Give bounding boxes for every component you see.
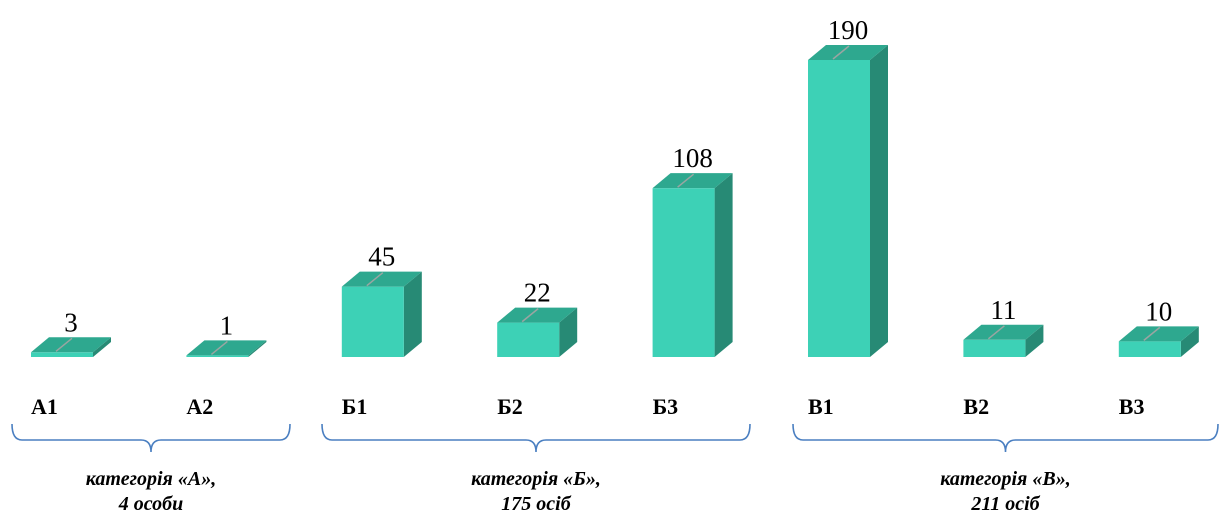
bar-Б1 [341,271,422,357]
bar-top-А2 [186,340,267,356]
bar-top-Б2 [497,307,578,323]
bar-side-Б2 [559,307,578,357]
bar-top-В2 [963,324,1044,340]
group-bracket-3 [792,423,1219,453]
bar-side-Б3 [714,173,733,357]
value-label-В2: 11 [990,295,1016,325]
bar-front-Б2 [497,322,560,357]
bar-А1 [31,337,111,357]
bar-top-Б3 [652,173,733,189]
bar-Б2 [497,307,578,357]
bar-front-В1 [808,60,870,357]
bar-side-В3 [1180,326,1199,357]
category-label-Б2: Б2 [497,394,523,419]
bar-leader-Б3 [677,173,695,188]
bar-В1 [808,45,888,357]
bar-В3 [1118,326,1199,357]
bars-layer [31,45,1199,357]
bar-leader-А2 [210,340,228,356]
group-bracket-1 [11,423,291,453]
group-bracket-2 [321,423,751,453]
bar-side-В2 [1025,324,1044,357]
bar-front-В3 [1118,341,1181,357]
bar-top-Б1 [341,271,422,287]
bar-Б3 [652,173,733,357]
bar-side-Б1 [403,271,422,357]
category-label-В3: В3 [1119,394,1145,419]
category-label-А1: А1 [31,394,58,419]
category-label-В2: В2 [963,394,989,419]
category-label-А2: А2 [186,394,213,419]
bar-leader-В3 [1143,326,1161,341]
value-labels-layer: 3 1 45 22 108 190 11 10 [64,15,1172,340]
bar-front-В2 [963,339,1026,357]
bar-top-А1 [31,337,111,353]
bar-leader-Б1 [366,272,384,287]
bar-В2 [963,324,1044,357]
bar-side-А1 [93,337,111,357]
value-label-Б1: 45 [368,242,395,272]
value-label-А2: 1 [220,310,234,340]
value-label-В1: 190 [828,15,869,45]
category-label-Б3: Б3 [653,394,679,419]
bar-leader-А1 [55,337,73,352]
category-label-В1: В1 [808,394,834,419]
group-label-line2-1: 4 особи [118,493,183,515]
category-label-Б1: Б1 [342,394,368,419]
bar-top-В1 [808,45,888,60]
bar-leader-В2 [987,325,1005,340]
bar-side-В1 [870,45,888,357]
category-labels-layer: А1 А2 Б1 Б2 Б3 В1 В2 В3 [31,394,1144,419]
group-brackets-layer [11,423,1219,453]
group-label-line1-1: категорія «А», [86,468,216,490]
bar-front-А2 [186,355,249,357]
bar-front-А1 [31,352,93,357]
bar-side-А2 [248,340,267,357]
bar-А2 [186,340,267,357]
group-label-line2-2: 175 осіб [501,493,571,515]
bar-top-В3 [1118,326,1199,342]
value-label-Б2: 22 [524,278,551,308]
bar-leader-Б2 [521,308,539,323]
value-label-Б3: 108 [672,143,713,173]
value-label-В3: 10 [1145,296,1172,326]
group-label-line2-3: 211 осіб [970,493,1040,515]
bar-front-Б3 [652,188,715,357]
group-label-line1-2: категорія «Б», [471,468,601,490]
group-labels-layer: категорія «А», 4 особи категорія «Б», 175 о… [86,468,1071,515]
value-label-А1: 3 [64,307,78,337]
bar-front-Б1 [341,286,404,357]
bar-leader-В1 [832,45,850,60]
group-label-line1-3: категорія «В», [940,468,1070,490]
